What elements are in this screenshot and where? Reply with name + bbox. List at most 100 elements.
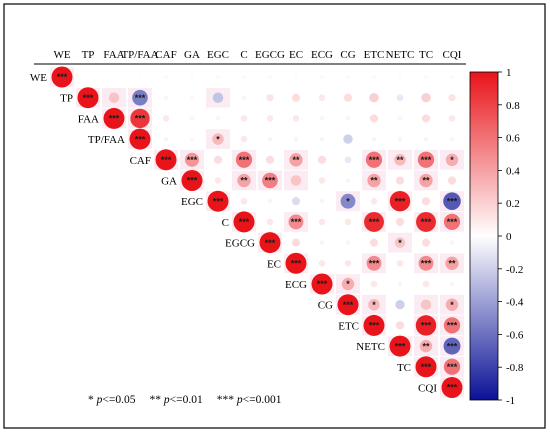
cell-tp-faa-egcg	[267, 136, 273, 142]
row-label-cg: CG	[318, 300, 333, 312]
significance-stars: ***	[187, 155, 198, 165]
correlation-circle	[396, 259, 404, 267]
significance-stars: ***	[291, 259, 302, 269]
significance-stars: ***	[239, 155, 250, 165]
cell-egcg-ecg	[319, 240, 325, 245]
correlation-circle	[417, 151, 435, 168]
cell-we-ec	[294, 75, 298, 79]
cell-faa-egc	[215, 116, 221, 121]
correlation-circle	[423, 136, 429, 142]
col-label-c: C	[240, 49, 247, 61]
cell-c-netc	[395, 217, 405, 226]
cell-we-egcg	[268, 75, 272, 79]
significance-stars: ***	[369, 259, 380, 269]
cell-egcg-cqi	[449, 240, 455, 245]
significance-stars: ***	[447, 383, 458, 393]
correlation-circle	[285, 252, 307, 274]
cell-egc-ecg	[319, 198, 325, 204]
correlation-circle	[445, 256, 459, 270]
correlation-circle	[216, 75, 220, 79]
row-label-etc: ETC	[338, 320, 359, 332]
cell-ga-tc: **	[414, 170, 438, 191]
correlation-circle	[319, 198, 325, 204]
cell-we-tp	[86, 75, 90, 79]
cell-egcg-netc: *	[388, 232, 412, 253]
col-label-netc: NETC	[386, 49, 415, 61]
correlation-circle	[267, 136, 273, 142]
cell-caf-netc: **	[388, 149, 412, 170]
row-label-caf: CAF	[130, 155, 151, 167]
cell-egc-netc: ***	[388, 190, 412, 212]
cell-ga-cg	[345, 178, 351, 183]
cell-tp-ecg	[318, 94, 326, 102]
correlation-circle	[319, 136, 325, 142]
significance-stars: **	[292, 155, 300, 165]
col-label-we: WE	[53, 49, 70, 61]
correlation-circle	[240, 135, 248, 143]
cell-we-cqi	[450, 75, 454, 79]
correlation-circle	[389, 190, 411, 212]
correlation-circle	[369, 93, 379, 103]
cell-tp-tp-faa: ***	[128, 87, 152, 108]
correlation-circle	[424, 75, 428, 79]
cell-c-egcg	[266, 218, 274, 226]
correlation-circle	[163, 136, 169, 142]
significance-stars: ***	[447, 196, 458, 206]
cell-tc-cqi: ***	[440, 356, 464, 377]
cell-we-ecg	[320, 75, 324, 79]
correlation-circle	[294, 75, 298, 79]
correlation-circle	[443, 192, 461, 210]
correlation-circle	[421, 238, 431, 247]
correlation-circle	[368, 298, 380, 311]
correlation-circle	[213, 155, 223, 164]
correlation-circle	[344, 156, 352, 164]
correlation-circle	[235, 151, 253, 168]
cell-we-etc	[372, 75, 376, 79]
significance-stars: ***	[447, 341, 458, 351]
correlation-circle	[337, 294, 359, 316]
cell-tp-tp: ***	[76, 87, 100, 109]
correlation-circle	[418, 255, 434, 271]
significance-stars: **	[370, 176, 378, 186]
col-label-ga: GA	[184, 49, 200, 61]
correlation-circle	[266, 218, 274, 226]
correlation-circle	[212, 92, 224, 103]
correlation-circle	[415, 315, 437, 336]
colorbar-tick-label: 1	[506, 67, 512, 79]
correlation-circle	[345, 116, 351, 121]
col-label-faa: FAA	[103, 49, 124, 61]
correlation-circle	[443, 213, 461, 231]
cell-tp-egcg	[266, 94, 274, 102]
significance-stars: ***	[395, 341, 406, 351]
cell-ga-ga: ***	[180, 170, 204, 191]
significance-stars: ***	[161, 155, 172, 165]
significance-stars: *	[450, 155, 454, 165]
significance-stars: ***	[369, 321, 380, 331]
col-label-ec: EC	[289, 49, 303, 61]
correlation-circle	[419, 173, 433, 188]
sig-one-stars: *	[88, 394, 97, 406]
correlation-circle	[443, 317, 461, 334]
correlation-circle	[259, 232, 281, 254]
correlation-circle	[345, 178, 351, 183]
sig-two-stars: **	[149, 394, 163, 406]
cell-we-egc	[216, 75, 220, 79]
cell-tp-faa-cqi	[449, 136, 455, 142]
significance-stars: ***	[421, 155, 432, 165]
cell-tp-faa-ga	[189, 137, 195, 142]
cell-cg-netc	[395, 300, 405, 310]
row-label-netc: NETC	[356, 341, 385, 353]
correlation-circle	[290, 175, 302, 186]
cell-caf-etc: ***	[362, 149, 386, 170]
cell-caf-ecg	[317, 155, 327, 164]
correlation-circle	[394, 154, 406, 166]
col-label-tp-faa: TP/FAA	[121, 49, 158, 61]
correlation-circle	[181, 170, 203, 191]
correlation-circle	[319, 116, 325, 121]
correlation-circle	[77, 87, 99, 109]
correlation-circle	[369, 114, 379, 123]
sig-one-threshold: <=0.05	[102, 394, 135, 406]
cell-caf-egcg	[265, 155, 275, 164]
correlation-circle	[190, 75, 194, 79]
